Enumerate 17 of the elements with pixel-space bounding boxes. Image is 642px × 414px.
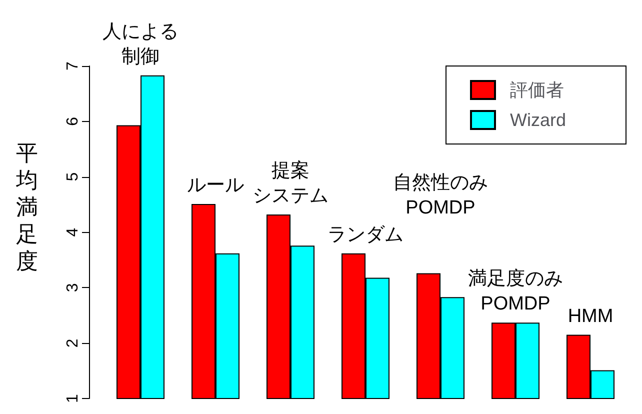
- x-tick-label: ランダム: [328, 224, 404, 246]
- y-tick-label: 3: [64, 283, 82, 292]
- x-tick-label: 人による制御: [102, 21, 178, 68]
- y-tick-label: 1: [64, 394, 82, 404]
- y-tick-label: 2: [64, 338, 82, 348]
- y-tick-label: 6: [64, 116, 82, 126]
- y-tick-label: 4: [64, 228, 82, 237]
- y-tick-label: 5: [64, 172, 82, 182]
- legend-label: 評価者: [510, 80, 564, 100]
- y-axis-title: 平均満足度: [15, 140, 38, 274]
- x-tick-label: 提案システム: [252, 160, 328, 207]
- legend-label: Wizard: [510, 110, 566, 130]
- x-tick-label: 自然性のみ POMDP: [393, 172, 488, 218]
- x-tick-label: 満足度のみ POMDP: [468, 268, 563, 315]
- x-tick-label: ルール: [187, 175, 244, 196]
- x-tick-label: HMM: [568, 306, 614, 327]
- y-tick-label: 7: [64, 61, 82, 70]
